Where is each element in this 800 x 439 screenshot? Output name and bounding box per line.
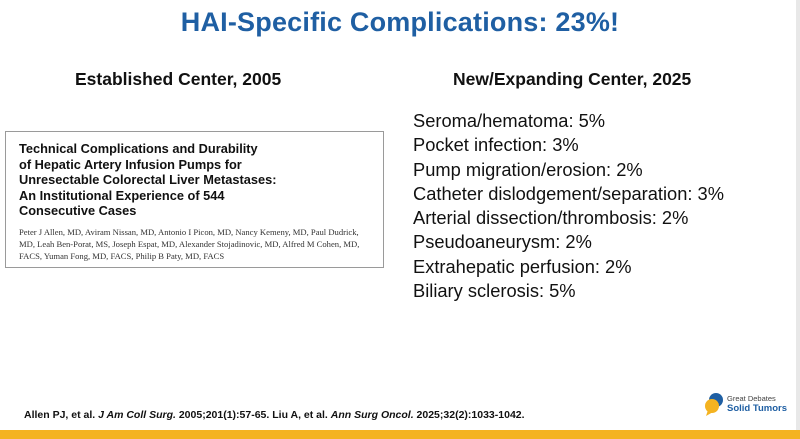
logo-text: Great Debates Solid Tumors bbox=[727, 394, 787, 414]
list-item: Seroma/hematoma: 5% bbox=[413, 110, 606, 131]
ref-journal-2: Ann Surg Oncol. bbox=[330, 409, 414, 421]
logo-line-1: Great Debates bbox=[727, 394, 776, 403]
footer-bar bbox=[0, 379, 800, 439]
list-item: Biliary sclerosis: 5% bbox=[413, 280, 576, 302]
paper-authors: Peter J Allen, MD, Aviram Nissan, MD, An… bbox=[19, 226, 360, 261]
ref-text-1: Allen PJ, et al. bbox=[24, 409, 99, 421]
paper-citation-image: Technical Complications and Durability o… bbox=[5, 131, 384, 268]
list-item: Catheter dislodgement/separation: 3% bbox=[413, 182, 724, 204]
ref-text-3: 2025;32(2):1033-1042. bbox=[413, 409, 525, 421]
footer-reference: Allen PJ, et al. J Am Coll Surg. 2005;20… bbox=[24, 409, 525, 421]
complications-list: Seroma/hematoma: 5% Pocket infection: 3%… bbox=[413, 109, 724, 303]
left-column-heading: Established Center, 2005 bbox=[75, 69, 282, 89]
list-item: Extrahepatic perfusion: 2% bbox=[413, 255, 632, 277]
logo-line-2: Solid Tumors bbox=[727, 403, 787, 414]
slide-edge bbox=[796, 0, 800, 439]
paper-title: Technical Complications and Durability o… bbox=[19, 141, 277, 218]
list-item: Pump migration/erosion: 2% bbox=[413, 158, 643, 180]
ref-journal-1: J Am Coll Surg. bbox=[98, 409, 176, 421]
slide-title: HAI-Specific Complications: 23%! bbox=[180, 7, 620, 37]
great-debates-logo: Great Debates Solid Tumors bbox=[704, 391, 794, 421]
ref-text-2: 2005;201(1):57-65. Liu A, et al. bbox=[175, 409, 331, 421]
accent-bar bbox=[0, 430, 800, 439]
list-item: Pseudoaneurysm: 2% bbox=[413, 231, 592, 253]
list-item: Pocket infection: 3% bbox=[413, 134, 579, 156]
list-item: Arterial dissection/thrombosis: 2% bbox=[413, 207, 689, 229]
speech-bubble-logo-icon bbox=[705, 393, 723, 416]
right-column-heading: New/Expanding Center, 2025 bbox=[453, 69, 692, 89]
